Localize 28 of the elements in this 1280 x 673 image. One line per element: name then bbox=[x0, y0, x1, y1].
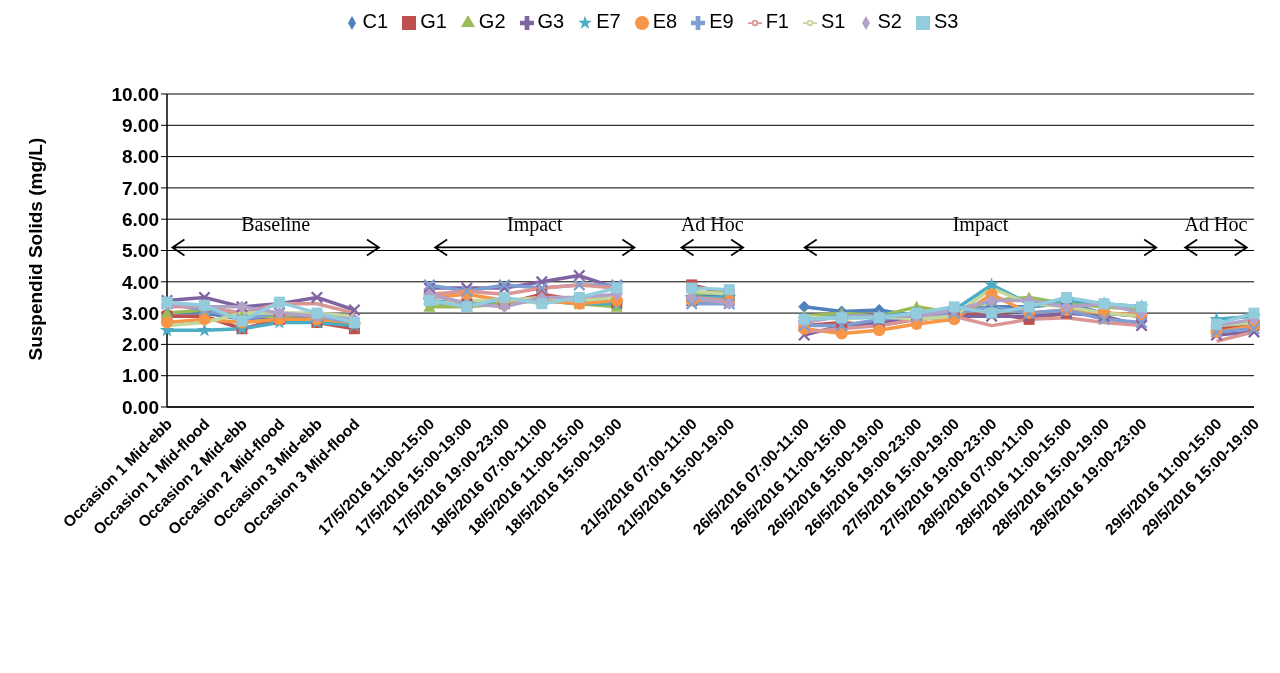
legend-label: C1 bbox=[362, 10, 389, 32]
legend-label: E8 bbox=[652, 10, 678, 32]
legend-label: F1 bbox=[765, 10, 789, 32]
annotation: Impact bbox=[507, 213, 563, 237]
legend-label: S3 bbox=[933, 10, 959, 32]
y-tick-label: 4.00 bbox=[122, 271, 159, 293]
y-tick-label: 9.00 bbox=[122, 115, 159, 137]
legend-label: S2 bbox=[877, 10, 902, 32]
y-tick-label: 1.00 bbox=[122, 365, 159, 387]
annotation: Ad Hoc bbox=[680, 213, 744, 236]
y-axis-title: Suspendid Solids (mg/L) bbox=[24, 137, 46, 361]
legend-label: G3 bbox=[537, 10, 565, 32]
legend-label: S1 bbox=[820, 10, 846, 32]
legend-label: E7 bbox=[596, 10, 621, 32]
y-tick-label: 3.00 bbox=[122, 302, 159, 324]
legend-label: G2 bbox=[478, 10, 506, 32]
y-tick-label: 0.00 bbox=[122, 396, 159, 418]
y-tick-label: 7.00 bbox=[122, 177, 159, 199]
legend-label: E9 bbox=[709, 10, 734, 32]
y-tick-label: 6.00 bbox=[122, 208, 159, 230]
y-tick-label: 5.00 bbox=[122, 240, 159, 262]
annotation: Impact bbox=[952, 213, 1009, 237]
y-tick-label: 2.00 bbox=[122, 334, 159, 356]
y-tick-label: 8.00 bbox=[122, 146, 159, 168]
annotation: Ad Hoc bbox=[1184, 213, 1248, 236]
legend-label: G1 bbox=[420, 10, 447, 32]
annotation: Baseline bbox=[241, 213, 311, 236]
y-tick-label: 10.00 bbox=[111, 83, 159, 105]
